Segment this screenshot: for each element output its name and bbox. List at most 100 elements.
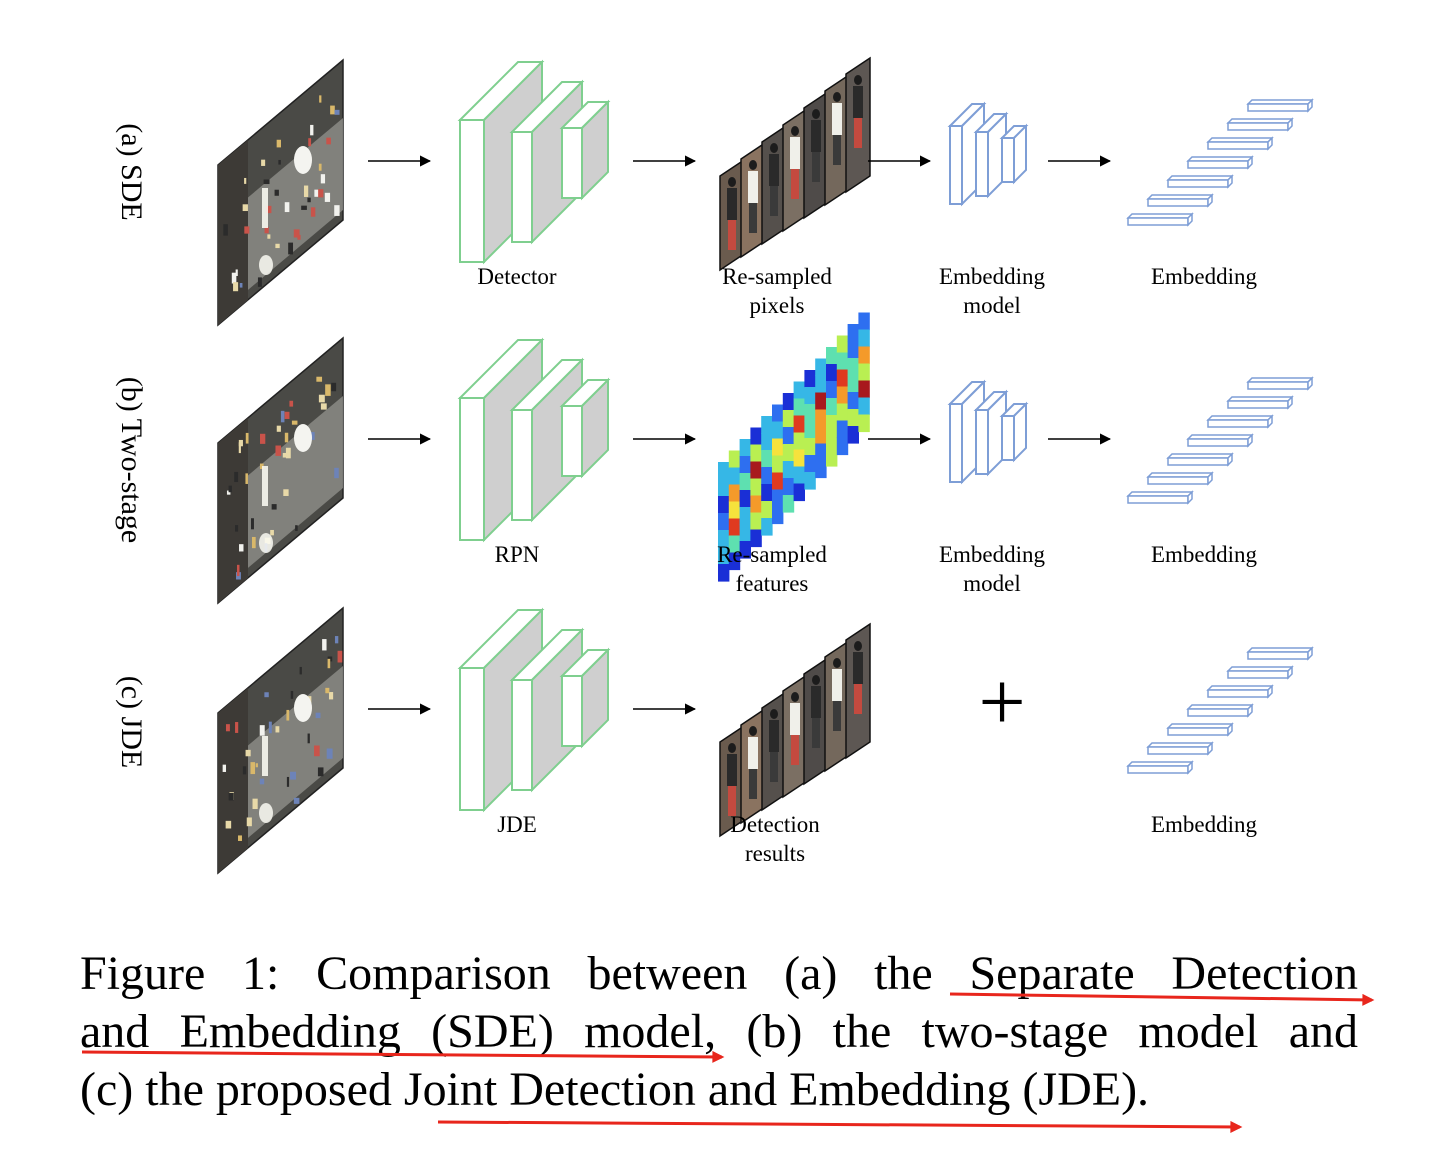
heatmap-cell — [750, 512, 762, 531]
middle-label-line-1: Detection — [730, 812, 820, 837]
heatmap-cell — [793, 466, 805, 485]
pipeline-row-sde: (a) SDE Detector Re-sampled pixels Embedding… — [115, 56, 1314, 327]
heatmap-cell — [858, 414, 870, 433]
network-sde — [457, 59, 611, 265]
input-frame — [217, 606, 344, 875]
embedding-model-block — [999, 123, 1029, 185]
heatmap-cell — [815, 426, 827, 445]
heatmap-cell — [739, 541, 751, 559]
heatmap-cell — [761, 450, 773, 468]
embedding-output — [1126, 376, 1314, 505]
middle-label-line-2: pixels — [750, 293, 805, 318]
caption-line-2: and Embedding (SDE) model, (b) the two-s… — [80, 1005, 1358, 1058]
heatmap-cell — [718, 547, 730, 565]
heatmap-cell — [858, 380, 870, 399]
heatmap-cell — [826, 415, 838, 433]
heatmap-cell — [815, 409, 827, 428]
network-label: JDE — [497, 812, 537, 837]
heatmap-cell — [804, 438, 816, 456]
heatmap-cell — [858, 397, 870, 416]
heatmap-cell — [728, 518, 741, 537]
heatmap-cell — [739, 439, 751, 457]
heatmap-cell — [782, 393, 795, 411]
heatmap-cell — [826, 398, 838, 416]
row-label: (a) SDE — [115, 123, 148, 220]
heatmap-cell — [761, 416, 773, 434]
resampled-pixel-crops — [719, 56, 871, 272]
heatmap-cell — [750, 478, 762, 497]
embedding-model — [947, 379, 1029, 485]
heatmap-cell — [826, 381, 838, 399]
heatmap-cell — [739, 524, 751, 542]
heatmap-cell — [739, 473, 751, 491]
heatmap-cell — [739, 456, 751, 474]
row-label: (c) JDE — [115, 676, 148, 768]
pipeline-row-two-stage: (b) Two-stage RPN Re-sampled features Embedd… — [115, 312, 1314, 605]
middle-label-line-1: Re-sampled — [722, 264, 832, 289]
heatmap-cell — [772, 421, 784, 440]
output-label: Embedding — [1151, 542, 1258, 567]
heatmap-cell — [847, 375, 859, 393]
heatmap-cell — [847, 426, 859, 444]
heatmap-cell — [847, 341, 859, 359]
heatmap-cell — [815, 358, 827, 377]
resampled-pixel-crops — [719, 622, 871, 838]
heatmap-cell — [836, 386, 849, 405]
network-label: RPN — [495, 542, 540, 567]
heatmap-cell — [761, 467, 773, 485]
embedding-model — [947, 101, 1029, 207]
heatmap-cell — [772, 506, 784, 525]
heatmap-cell — [858, 312, 870, 331]
heatmap-cell — [750, 495, 762, 514]
heatmap-cell — [836, 403, 849, 422]
heatmap-cell — [793, 415, 805, 434]
heatmap-cell — [772, 404, 784, 423]
heatmap-cell — [793, 432, 805, 451]
heatmap-cell — [858, 329, 870, 348]
heatmap-cell — [836, 369, 849, 388]
embedding-model-label-line-1: Embedding — [939, 264, 1046, 289]
heatmap-cell — [761, 484, 773, 502]
heatmap-cell — [804, 455, 816, 473]
heatmap-cell — [815, 392, 827, 411]
heatmap-cell — [772, 472, 784, 491]
network-block — [559, 647, 611, 749]
heatmap-cell — [836, 437, 849, 456]
embedding-model-label-line-2: model — [963, 293, 1021, 318]
resampled-features-heatmap — [718, 312, 870, 582]
heatmap-cell — [761, 501, 773, 519]
output-label: Embedding — [1151, 264, 1258, 289]
middle-label-line-2: features — [736, 571, 809, 596]
heatmap-cell — [804, 472, 816, 490]
network-two-stage — [457, 337, 611, 543]
heatmap-cell — [836, 335, 849, 354]
heatmap-cell — [728, 501, 741, 520]
heatmap-cell — [826, 364, 838, 382]
heatmap-cell — [836, 420, 849, 439]
input-frame — [217, 58, 344, 327]
heatmap-cell — [750, 444, 762, 463]
heatmap-cell — [728, 535, 741, 554]
heatmap-cell — [739, 507, 751, 525]
row-label: (b) Two-stage — [115, 377, 148, 543]
embedding-model-label-line-2: model — [963, 571, 1021, 596]
heatmap-cell — [750, 529, 762, 548]
heatmap-cell — [718, 479, 730, 497]
heatmap-cell — [782, 444, 795, 462]
heatmap-cell — [728, 450, 741, 469]
heatmap-cell — [793, 398, 805, 417]
network-label: Detector — [477, 264, 557, 289]
heatmap-cell — [772, 455, 784, 474]
heatmap-cell — [858, 346, 870, 365]
heatmap-cell — [826, 449, 838, 467]
heatmap-cell — [782, 410, 795, 428]
heatmap-cell — [739, 490, 751, 508]
heatmap-cell — [782, 478, 795, 496]
embedding-model-label-line-1: Embedding — [939, 542, 1046, 567]
heatmap-cell — [718, 462, 730, 480]
caption-line-1: Figure 1: Comparison between (a) the Sep… — [80, 947, 1358, 1000]
heatmap-cell — [782, 495, 795, 513]
car — [294, 146, 312, 174]
heatmap-cell — [815, 375, 827, 394]
